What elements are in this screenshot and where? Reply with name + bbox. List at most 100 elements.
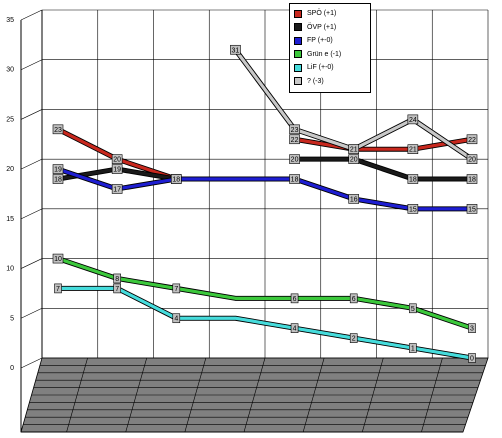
data-label-box [289, 124, 300, 135]
y-side-gridline [20, 158, 43, 170]
legend-swatch [294, 9, 302, 18]
legend-item: ? (-3) [294, 75, 370, 89]
data-label: 15 [409, 206, 417, 213]
data-label: 20 [468, 157, 476, 164]
data-label: 21 [350, 147, 358, 154]
data-label: 16 [350, 196, 358, 203]
data-label-box [466, 134, 478, 145]
y-tick-label: 25 [6, 116, 14, 123]
data-label-box [111, 154, 123, 164]
y-tick-label: 30 [6, 67, 14, 74]
data-label: 22 [468, 137, 476, 144]
series-line [57, 257, 473, 330]
y-side-gridline [20, 59, 43, 70]
y-side-gridline [20, 9, 43, 21]
data-label: 23 [54, 127, 62, 134]
data-label-box [290, 323, 299, 333]
series-line [57, 167, 472, 211]
data-label-box [290, 293, 299, 304]
data-label-box [111, 164, 123, 174]
data-label-box [466, 174, 478, 184]
data-label-box [289, 134, 300, 145]
data-label-box [111, 184, 123, 194]
data-label: 20 [291, 157, 299, 164]
data-label: 18 [172, 177, 180, 184]
legend-swatch [294, 23, 302, 32]
data-label-box [407, 174, 419, 184]
data-label-box [349, 293, 358, 304]
data-label: 6 [293, 296, 297, 303]
data-label: 8 [115, 276, 119, 283]
y-side-gridline [20, 357, 43, 369]
legend-item: FP (+-0) [294, 34, 370, 48]
legend-label: LiF (+-0) [307, 64, 334, 72]
data-label-box [409, 303, 417, 314]
y-side-gridline [20, 109, 43, 120]
data-label: 7 [174, 286, 178, 293]
floor-divider [302, 357, 325, 433]
y-tick-label: 5 [10, 315, 14, 322]
data-label-box [349, 333, 358, 343]
chart-series [56, 48, 474, 361]
data-label-box [54, 283, 62, 294]
data-label: 17 [113, 186, 121, 193]
data-label-box [172, 283, 181, 294]
series-line [294, 157, 472, 181]
data-label-box [407, 204, 419, 214]
data-label-box [52, 164, 64, 174]
legend-item: SPÖ (+1) [294, 7, 370, 21]
data-label-box [466, 204, 478, 214]
data-label: 7 [56, 286, 60, 293]
floor-divider [66, 357, 88, 433]
series-line [58, 286, 473, 360]
data-label-box [407, 114, 419, 125]
data-label: 18 [409, 177, 417, 184]
data-label: 7 [115, 286, 119, 293]
data-label: 3 [470, 326, 474, 333]
data-label-box [468, 353, 476, 363]
data-label: 19 [113, 167, 121, 174]
data-label: 22 [291, 137, 299, 144]
data-label: 15 [468, 206, 476, 213]
y-side-gridline [20, 208, 43, 220]
legend-swatch [294, 63, 302, 72]
floor-divider [421, 357, 443, 433]
data-label: 4 [174, 316, 178, 323]
data-label-box [468, 323, 476, 333]
data-label: 18 [291, 177, 299, 184]
chart-legend: SPÖ (+1) ÖVP (+1) FP (+-0) Grün e (-1) L… [289, 3, 371, 93]
data-label: 0 [470, 356, 474, 363]
data-label: 5 [411, 306, 415, 313]
y-side-gridline [20, 308, 43, 319]
legend-item: ÖVP (+1) [294, 21, 370, 35]
data-label-box [289, 154, 300, 164]
data-label: 2 [352, 336, 356, 343]
legend-label: FP (+-0) [307, 37, 333, 45]
y-tick-label: 10 [6, 266, 14, 273]
data-label: 20 [113, 157, 121, 164]
y-tick-label: 15 [6, 216, 14, 223]
y-tick-label: 20 [6, 166, 14, 173]
chart-grid [20, 9, 489, 433]
data-label-box [230, 44, 241, 55]
legend-label: SPÖ (+1) [307, 10, 337, 18]
legend-item: LiF (+-0) [294, 61, 370, 75]
data-label-box [113, 283, 121, 294]
data-label: 1 [411, 346, 415, 353]
legend-label: ÖVP (+1) [307, 23, 337, 31]
data-label-box [348, 144, 360, 154]
legend-swatch [294, 50, 302, 59]
data-label: 24 [409, 117, 417, 124]
data-label: 18 [468, 177, 476, 184]
data-label: 23 [291, 127, 299, 134]
data-label: 21 [409, 147, 417, 154]
legend-label: ? (-3) [307, 77, 324, 85]
data-label: 4 [293, 326, 297, 333]
legend-label: Grün e (-1) [307, 50, 342, 58]
legend-item: Grün e (-1) [294, 48, 370, 62]
data-label-box [348, 194, 360, 204]
data-label-box [466, 154, 478, 164]
legend-swatch [294, 77, 302, 86]
